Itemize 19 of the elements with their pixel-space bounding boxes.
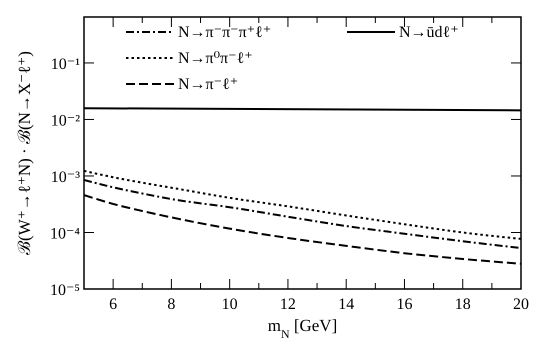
y-tick-label: 10⁻⁴ [50, 225, 80, 242]
y-tick-label: 10⁻³ [50, 168, 80, 186]
y-tick-label: 10⁻¹ [50, 56, 80, 73]
x-tick-label: 12 [280, 296, 296, 313]
legend-label: N→π⁻ℓ⁺ [178, 76, 238, 93]
x-tick-label: 10 [222, 296, 238, 313]
x-tick-label: 14 [338, 296, 354, 313]
legend-label: N→ūdℓ⁺ [399, 24, 459, 41]
y-tick-label: 10⁻² [50, 112, 80, 130]
legend-label: N→π⁻π⁻π⁺ℓ⁺ [178, 24, 272, 41]
y-axis-title: ℬ(W⁺→ℓ⁺N) · ℬ(N→X⁻ℓ⁺) [15, 51, 34, 255]
x-tick-label: 20 [513, 296, 529, 313]
x-tick-label: 8 [167, 296, 176, 313]
y-tick-label: 10⁻⁵ [50, 282, 80, 299]
x-tick-label: 16 [396, 296, 412, 313]
x-axis-title: m$_{N}$ [GeV] [268, 316, 338, 341]
x-tick-label: 6 [109, 296, 118, 313]
x-tick-label: 18 [454, 296, 471, 313]
legend-label: N→π⁰π⁻ℓ⁺ [178, 50, 253, 67]
